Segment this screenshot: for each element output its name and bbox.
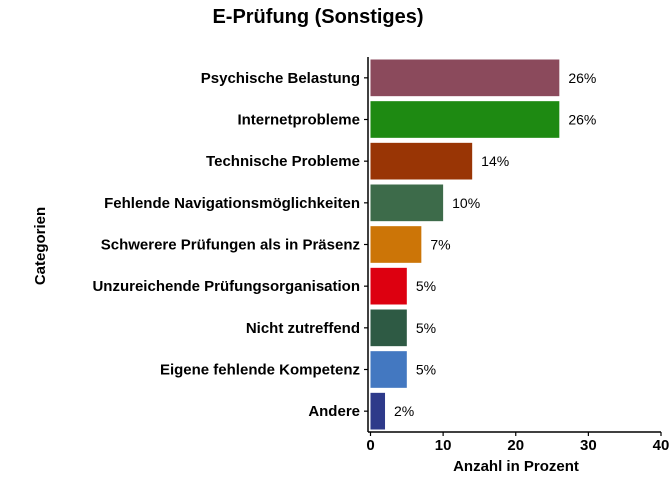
bar-0 [370, 59, 560, 97]
data-label-4: 7% [430, 237, 450, 253]
bar-6 [370, 309, 407, 347]
bar-2 [370, 142, 473, 180]
x-tick-label-3: 30 [580, 437, 597, 454]
bar-8 [370, 392, 386, 430]
category-label-0: Psychische Belastung [201, 70, 360, 87]
x-axis-title: Anzahl in Prozent [453, 458, 579, 475]
data-label-6: 5% [416, 320, 436, 336]
data-label-5: 5% [416, 278, 436, 294]
x-axis-ticks: 0 10 20 30 40 [366, 432, 669, 454]
category-labels-layer: Psychische Belastung Internetprobleme Tech… [92, 70, 368, 420]
data-label-2: 14% [481, 153, 509, 169]
category-label-1: Internetprobleme [237, 112, 360, 129]
bar-5 [370, 267, 407, 305]
category-label-4: Schwerere Prüfungen als in Präsenz [101, 237, 360, 254]
bar-4 [370, 226, 422, 263]
category-label-6: Nicht zutreffend [246, 320, 360, 337]
bars-layer [370, 59, 560, 430]
data-label-0: 26% [568, 70, 596, 86]
category-label-3: Fehlende Navigationsmöglichkeiten [104, 195, 360, 212]
category-label-5: Unzureichende Prüfungsorganisation [92, 278, 360, 295]
x-tick-label-1: 10 [435, 437, 452, 454]
bar-1 [370, 101, 560, 138]
chart-title: E-Prüfung (Sonstiges) [212, 6, 423, 28]
y-axis-title: Categorien [32, 207, 49, 285]
x-tick-label-4: 40 [653, 437, 670, 454]
x-tick-label-2: 20 [507, 437, 524, 454]
x-tick-label-0: 0 [366, 437, 374, 454]
data-label-1: 26% [568, 112, 596, 128]
category-label-2: Technische Probleme [206, 153, 360, 170]
bar-3 [370, 184, 444, 222]
category-label-7: Eigene fehlende Kompetenz [160, 362, 360, 379]
data-labels-layer: 26% 26% 14% 10% 7% 5% 5% 5% 2% [394, 70, 596, 419]
category-label-8: Andere [308, 403, 360, 420]
bar-7 [370, 351, 407, 388]
data-label-7: 5% [416, 362, 436, 378]
data-label-3: 10% [452, 195, 480, 211]
data-label-8: 2% [394, 403, 414, 419]
